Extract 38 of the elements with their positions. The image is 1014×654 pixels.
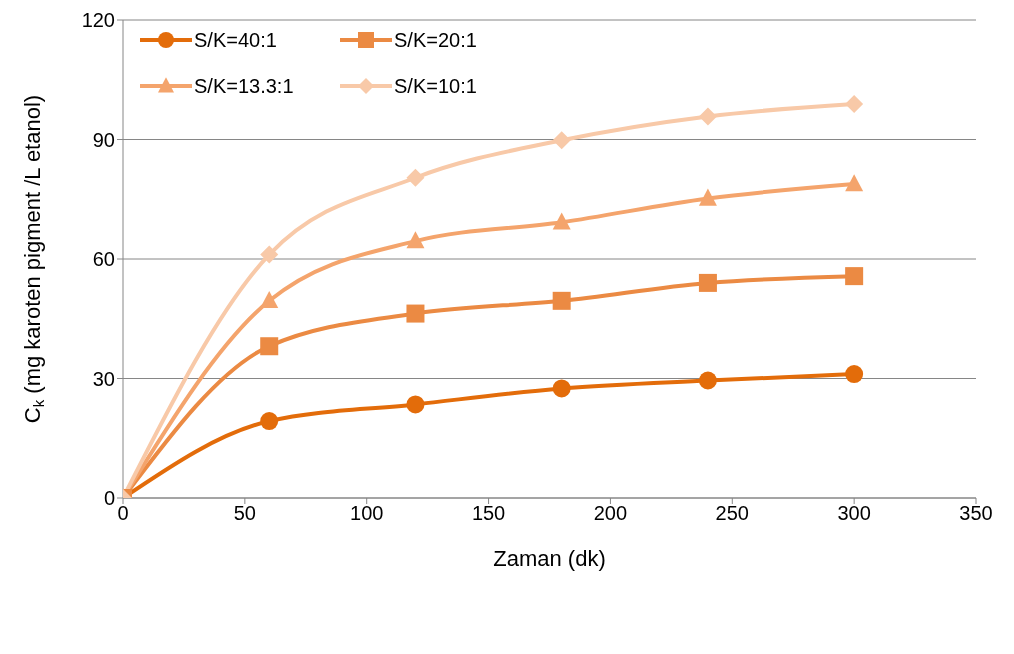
x-tick-label: 200 xyxy=(593,502,628,525)
x-tick-label: 0 xyxy=(117,502,129,525)
point xyxy=(552,379,571,398)
point xyxy=(552,131,571,150)
point xyxy=(698,273,717,292)
legend-label: S/K=40:1 xyxy=(194,28,277,52)
point xyxy=(845,365,864,384)
point xyxy=(845,95,864,114)
legend-label: S/K=13.3:1 xyxy=(194,74,294,98)
y-tick-label: 30 xyxy=(92,367,115,390)
point xyxy=(845,174,864,192)
x-tick-label: 50 xyxy=(233,502,256,525)
y-tick-label: 120 xyxy=(81,9,115,32)
point xyxy=(845,267,864,286)
x-tick-label: 350 xyxy=(959,502,993,525)
point xyxy=(406,168,425,187)
point xyxy=(406,395,425,414)
x-tick-label: 250 xyxy=(715,502,749,525)
legend-label: S/K=20:1 xyxy=(394,28,477,52)
point xyxy=(552,291,571,310)
x-tick-label: 100 xyxy=(350,502,384,525)
legend-label: S/K=10:1 xyxy=(394,74,477,98)
point xyxy=(406,231,425,249)
point xyxy=(260,290,279,309)
point xyxy=(552,212,571,230)
x-axis-title: Zaman (dk) xyxy=(493,546,606,571)
point xyxy=(698,188,717,206)
point xyxy=(260,412,279,431)
x-tick-label: 150 xyxy=(471,502,506,525)
point xyxy=(260,337,279,356)
y-tick-label: 90 xyxy=(92,128,115,151)
point xyxy=(260,245,279,264)
point xyxy=(698,107,717,126)
y-tick-label: 60 xyxy=(92,248,115,271)
x-tick-label: 300 xyxy=(837,502,871,525)
point xyxy=(406,304,425,323)
point xyxy=(698,371,717,390)
y-tick-label: 0 xyxy=(103,487,115,510)
